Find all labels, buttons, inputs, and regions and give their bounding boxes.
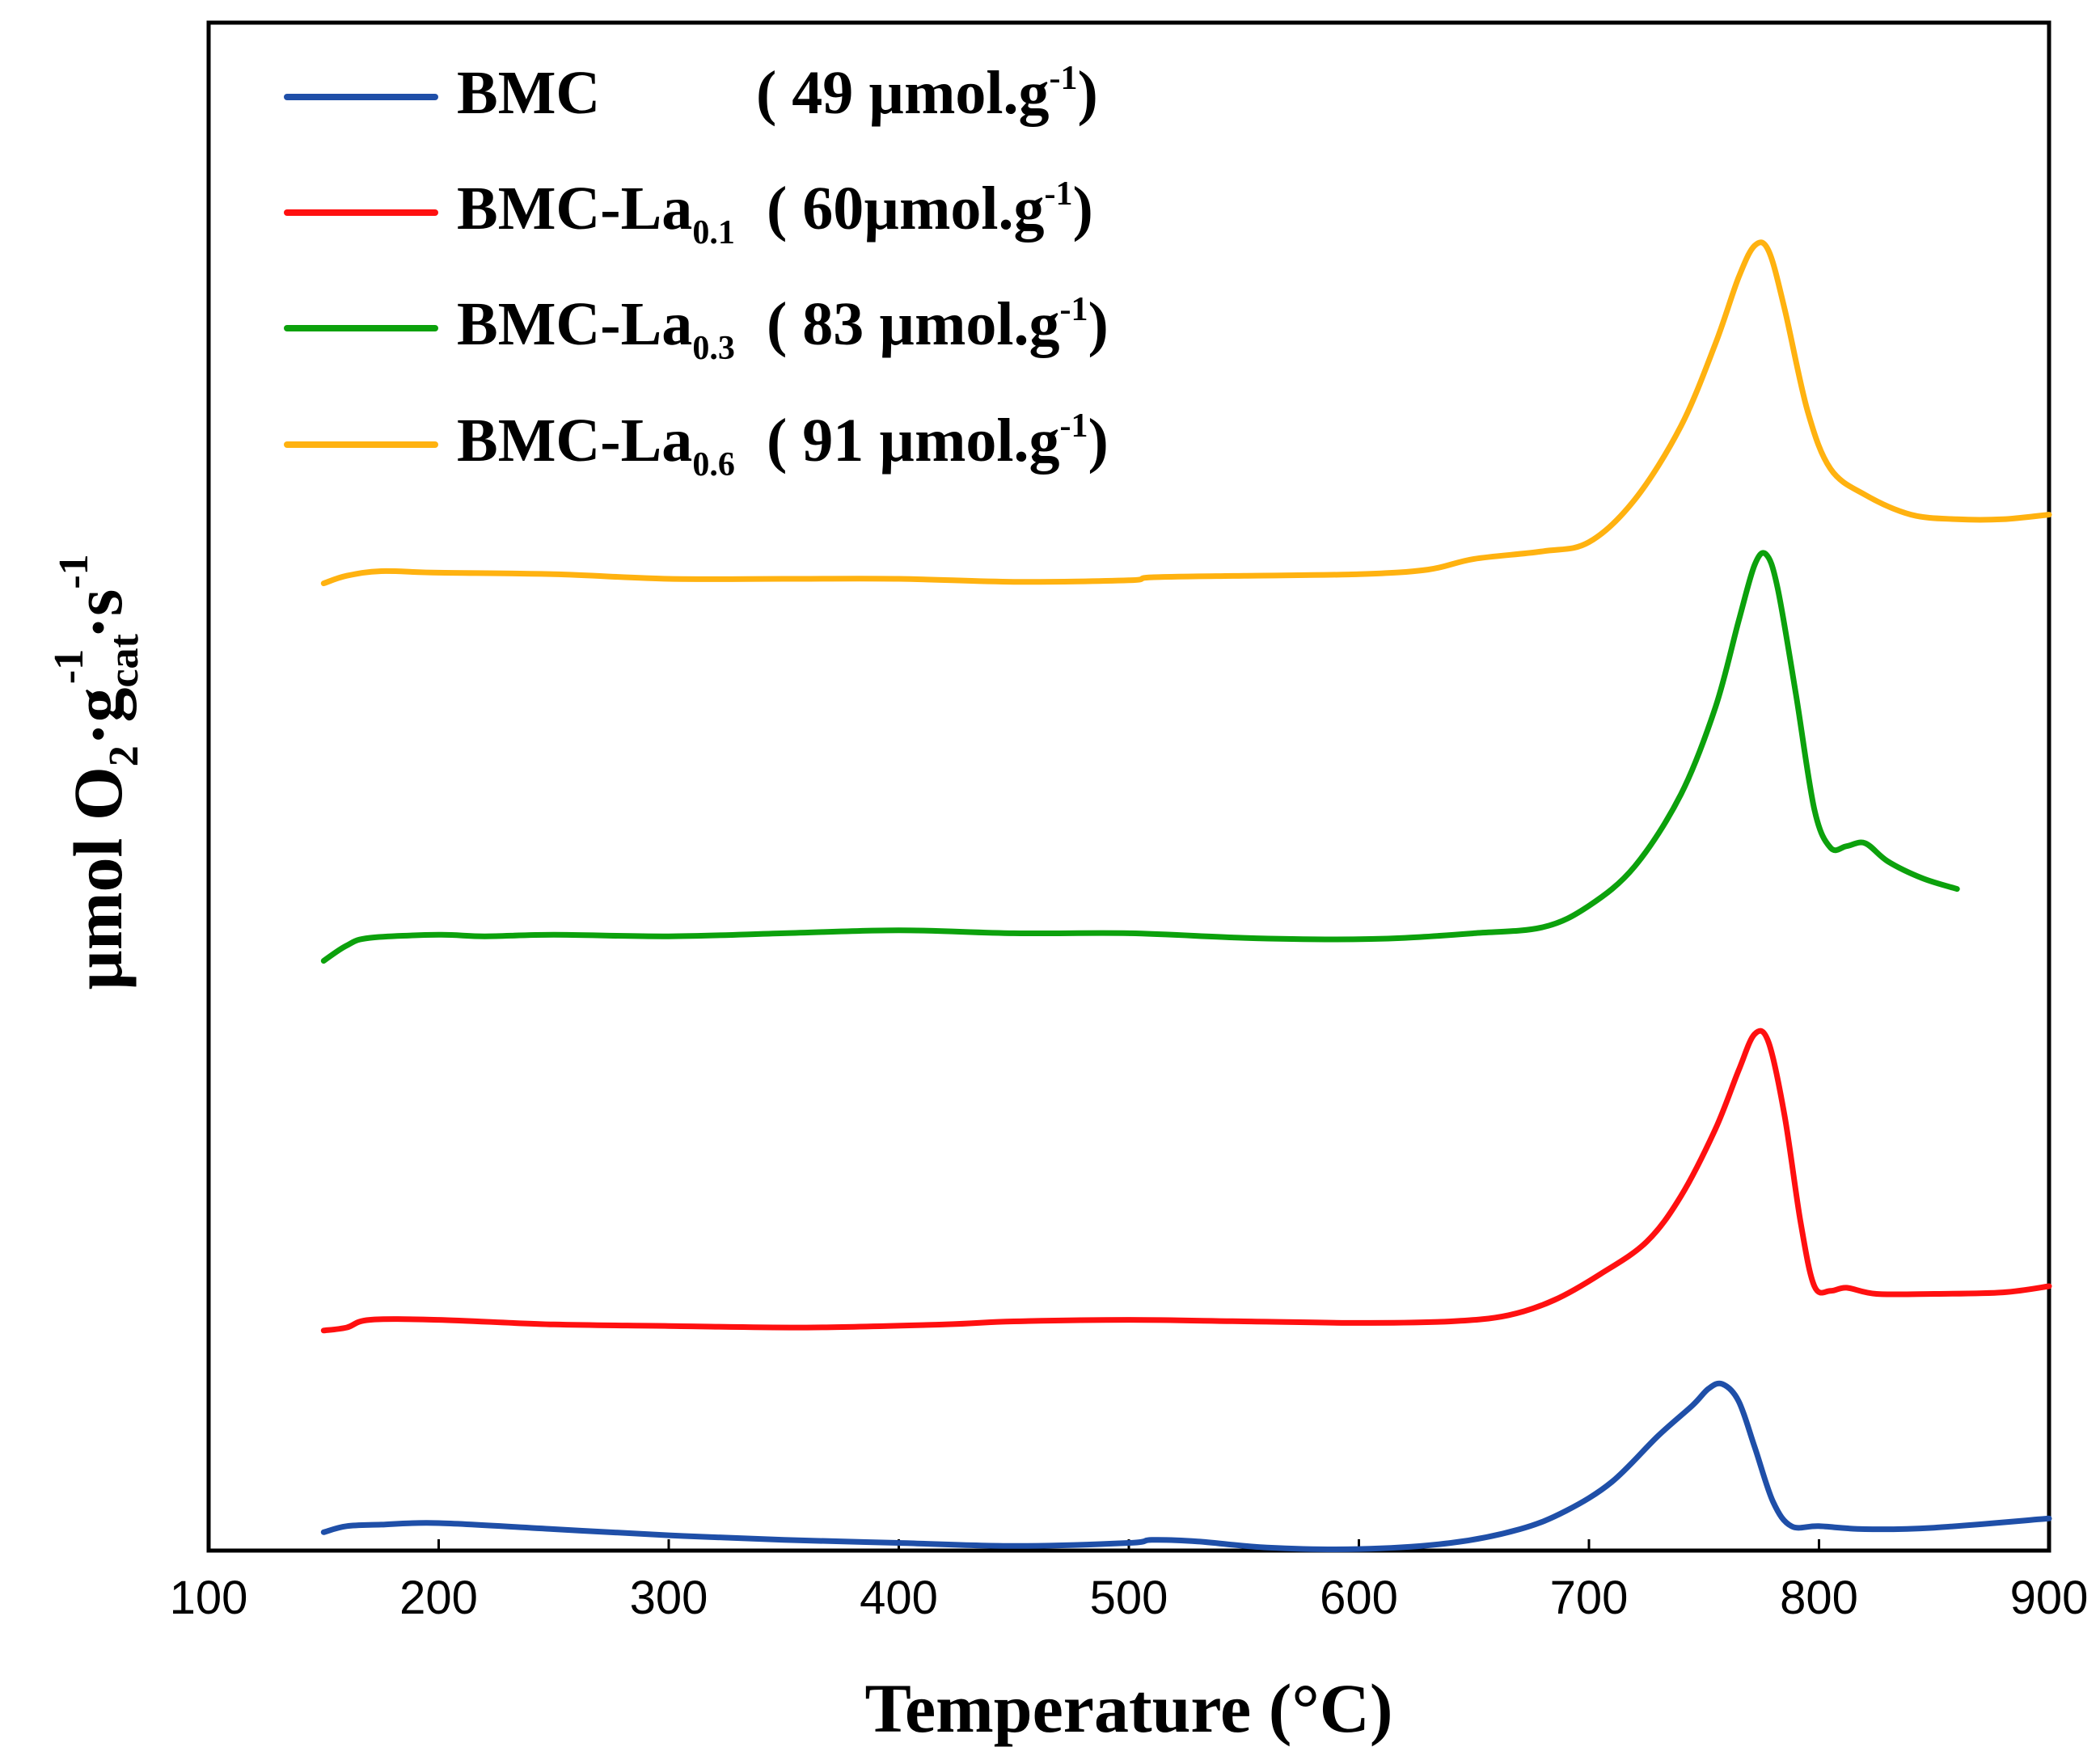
x-tick-label: 300	[630, 1572, 708, 1624]
series-line-bmc-la0-3	[320, 550, 1960, 964]
legend-label-main: BMC	[457, 59, 600, 127]
y-title-s: ·s	[59, 589, 137, 639]
legend-value-close: )	[1078, 59, 1098, 127]
legend-label: BMC-La0.1	[457, 175, 735, 251]
x-tick-label: 500	[1090, 1572, 1168, 1624]
y-title-sub-o2: 2	[101, 745, 147, 766]
legend-value: ( 83 µmol.g-1)	[767, 290, 1109, 358]
legend-value: ( 49 µmol.g-1)	[756, 59, 1098, 127]
legend-label-main: BMC-La	[457, 407, 692, 475]
legend-value: ( 60µmol.g-1)	[767, 175, 1093, 243]
legend: BMC( 49 µmol.g-1)BMC-La0.1( 60µmol.g-1)B…	[284, 59, 1109, 483]
series-line-bmc	[320, 1380, 2052, 1552]
legend-label-main: BMC-La	[457, 290, 692, 358]
legend-value-sup: -1	[1045, 175, 1073, 213]
legend-value-close: )	[1088, 290, 1109, 358]
legend-value: ( 91 µmol.g-1)	[767, 407, 1109, 475]
legend-label-sub: 0.1	[692, 214, 735, 251]
x-tick-label: 200	[399, 1572, 478, 1624]
x-tick-label: 600	[1320, 1572, 1398, 1624]
y-title-sub-cat: cat	[101, 633, 147, 687]
legend-value-text: ( 60µmol.g	[767, 175, 1045, 243]
legend-value-close: )	[1088, 407, 1109, 475]
y-title-sup-g: -1	[46, 649, 92, 684]
y-title-g: ·g	[59, 688, 137, 746]
series-line-bmc-la0-6	[320, 239, 2052, 587]
legend-value-text: ( 83 µmol.g	[767, 290, 1060, 358]
x-tick-label: 400	[860, 1572, 938, 1624]
y-title-sup-s: -1	[51, 554, 97, 589]
legend-label: BMC	[457, 59, 600, 127]
legend-value-sup: -1	[1050, 60, 1078, 97]
x-ticks: 100 200 300 400 500 600 700 800 900	[170, 1539, 2089, 1624]
y-axis-title: µmol O2·gcat-1·s-1	[46, 554, 147, 990]
x-tick-label: 800	[1780, 1572, 1858, 1624]
x-tick-label: 700	[1550, 1572, 1629, 1624]
x-tick-label: 900	[2010, 1572, 2089, 1624]
legend-label-sub: 0.6	[692, 446, 735, 483]
legend-value-sup: -1	[1060, 291, 1088, 328]
legend-label-main: BMC-La	[457, 175, 692, 243]
legend-value-close: )	[1073, 175, 1093, 243]
x-tick-label: 100	[170, 1572, 248, 1624]
legend-value-text: ( 91 µmol.g	[767, 407, 1060, 475]
legend-label: BMC-La0.6	[457, 407, 735, 483]
legend-label-sub: 0.3	[692, 330, 735, 367]
legend-value-text: ( 49 µmol.g	[756, 59, 1050, 127]
series-line-bmc-la0-1	[320, 1028, 2052, 1334]
series-layer	[320, 239, 2052, 1552]
legend-label: BMC-La0.3	[457, 290, 735, 367]
y-title-prefix: µmol O	[59, 766, 137, 990]
x-axis-title: Temperature (°C)	[865, 1669, 1393, 1747]
legend-value-sup: -1	[1060, 407, 1088, 445]
